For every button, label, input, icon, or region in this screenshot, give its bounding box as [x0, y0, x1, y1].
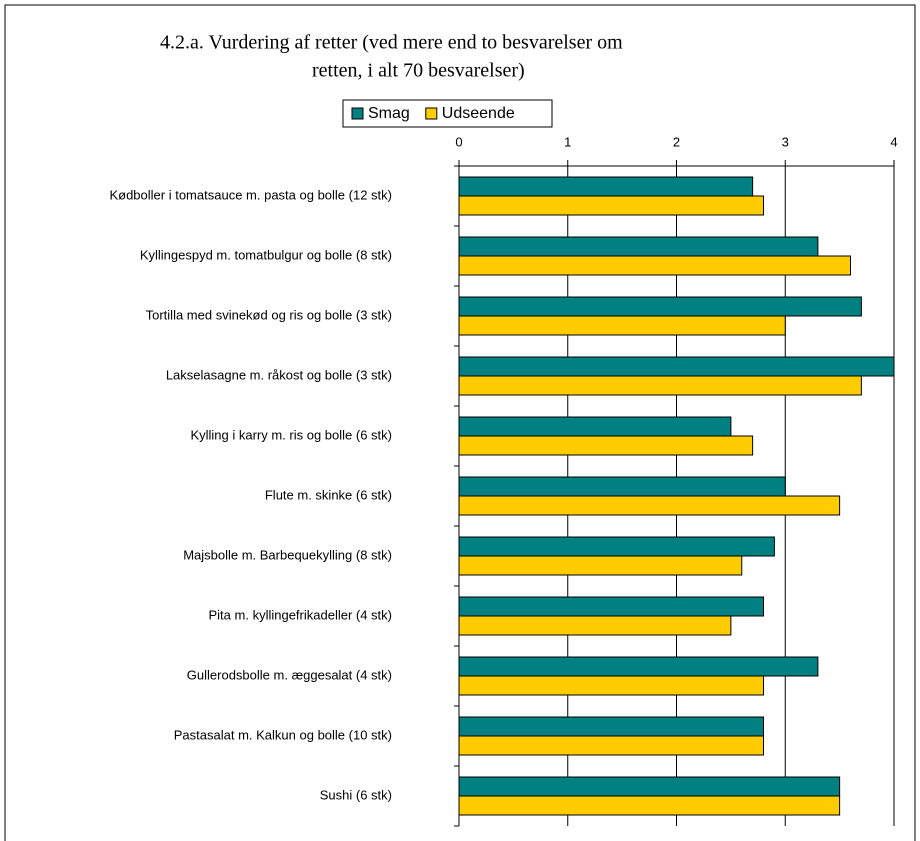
bar: [458, 356, 895, 377]
x-tick-label: 1: [564, 134, 571, 149]
bar: [458, 615, 732, 636]
y-tick-label: Tortilla med svinekød og ris og bolle (3…: [146, 307, 392, 322]
y-tick-label: Kødboller i tomatsauce m. pasta og bolle…: [109, 187, 392, 202]
bar: [458, 596, 764, 617]
y-tick-label: Lakselasagne m. råkost og bolle (3 stk): [166, 367, 392, 382]
y-tick-label: Kylling i karry m. ris og bolle (6 stk): [190, 427, 392, 442]
bar: [458, 555, 743, 576]
bar: [458, 795, 841, 816]
chart-title: retten, i alt 70 besvarelser): [312, 60, 525, 82]
legend-box: [342, 99, 553, 128]
bar: [458, 296, 862, 317]
legend-swatch: [351, 107, 364, 120]
y-tick-label: Sushi (6 stk): [320, 787, 392, 802]
bar: [458, 536, 775, 557]
bar: [458, 195, 764, 216]
bar: [458, 315, 786, 336]
legend-label: Udseende: [442, 105, 515, 122]
y-tick-label: Gullerodsbolle m. æggesalat (4 stk): [187, 667, 392, 682]
legend-label: Smag: [368, 105, 410, 122]
x-tick-label: 4: [890, 134, 897, 149]
y-tick-label: Majsbolle m. Barbequekylling (8 stk): [183, 547, 392, 562]
x-tick-label: 2: [673, 134, 680, 149]
frame: [4, 4, 916, 841]
bar: [458, 656, 819, 677]
y-tick-label: Kyllingespyd m. tomatbulgur og bolle (8 …: [140, 247, 392, 262]
y-tick-label: Flute m. skinke (6 stk): [265, 487, 392, 502]
x-tick-label: 0: [455, 134, 462, 149]
bar: [458, 416, 732, 437]
legend-swatch: [425, 107, 438, 120]
bar: [458, 435, 754, 456]
bar: [458, 255, 851, 276]
bar: [458, 476, 786, 497]
bar: [458, 495, 841, 516]
x-tick-label: 3: [782, 134, 789, 149]
bar: [458, 375, 862, 396]
bar: [458, 735, 764, 756]
bar: [458, 716, 764, 737]
y-tick-label: Pastasalat m. Kalkun og bolle (10 stk): [174, 727, 392, 742]
y-tick-label: Pita m. kyllingefrikadeller (4 stk): [209, 607, 393, 622]
bar: [458, 675, 764, 696]
bar: [458, 236, 819, 257]
bar: [458, 776, 841, 797]
chart-title: 4.2.a. Vurdering af retter (ved mere end…: [160, 32, 623, 54]
bar: [458, 176, 754, 197]
